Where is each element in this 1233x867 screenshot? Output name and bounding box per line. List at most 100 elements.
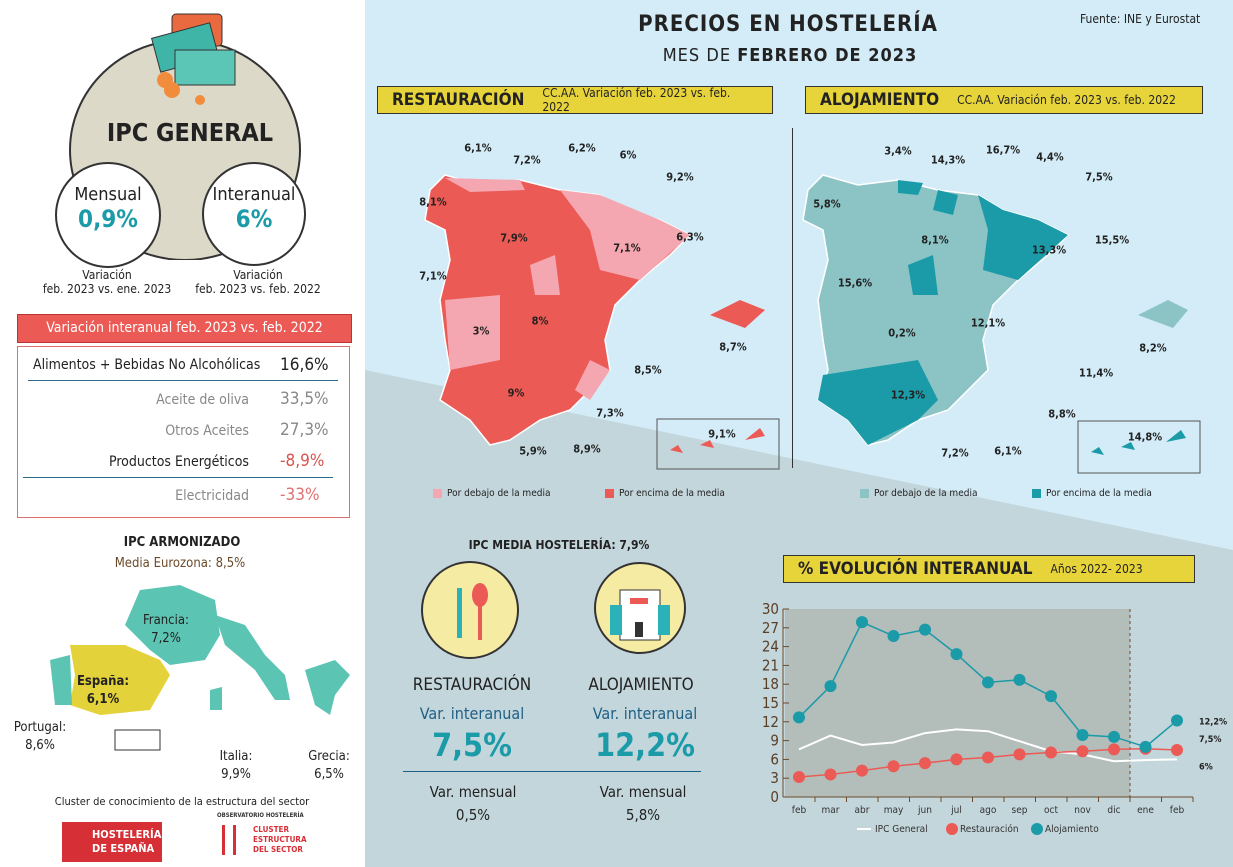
legend-label: Por encima de la media — [619, 488, 725, 499]
x-tick-label: oct — [1044, 805, 1058, 816]
legend-swatch — [1032, 489, 1041, 498]
x-tick-label: jun — [917, 805, 932, 816]
region-value-label: 14,3% — [930, 153, 966, 167]
data-point — [1045, 746, 1057, 759]
x-tick-label: jul — [950, 805, 962, 816]
data-point — [1013, 748, 1026, 761]
row-value: -33% — [280, 485, 320, 505]
spain-maps — [424, 174, 1201, 474]
note-line: feb. 2023 vs. feb. 2022 — [195, 282, 321, 296]
restauracion-mensual-label: Var. mensual — [429, 783, 517, 801]
logo-line: CLUSTER — [253, 825, 289, 834]
legend-swatch — [605, 489, 614, 498]
ipc-hosteleria-title: IPC MEDIA HOSTELERÍA: 7,9% — [468, 538, 650, 552]
cluster-logo: CLUSTER ESTRUCTURA DEL SECTOR — [253, 825, 307, 855]
observatorio-label: OBSERVATORIO HOSTELERÍA — [217, 812, 304, 819]
data-point — [793, 770, 805, 783]
country-name: Italia: — [219, 749, 253, 764]
x-tick-label: feb — [1170, 805, 1185, 816]
x-tick-label: nov — [1074, 805, 1091, 816]
alojamiento-legend-below: Por debajo de la media — [860, 488, 977, 499]
legend-swatch — [433, 489, 442, 498]
legend-label: Por encima de la media — [1046, 488, 1152, 499]
country-value: 8,6% — [25, 738, 55, 753]
region-value-label: 5,8% — [813, 197, 841, 211]
series-end-label: 6% — [1199, 762, 1213, 772]
alojamiento-interanual-value: 12,2% — [595, 726, 695, 764]
alojamiento-title: ALOJAMIENTO — [588, 675, 694, 695]
x-tick-label: may — [884, 805, 904, 816]
data-point — [887, 629, 900, 642]
data-point — [982, 676, 994, 689]
legend-label: Restauración — [960, 823, 1019, 835]
variation-table: Alimentos + Bebidas No Alcohólicas 16,6%… — [17, 346, 350, 518]
mensual-circle: Mensual 0,9% — [55, 162, 161, 268]
mensual-label: Mensual — [74, 184, 142, 205]
region-value-label: 6,1% — [994, 444, 1022, 458]
data-point — [824, 680, 837, 693]
restauracion-legend-below: Por debajo de la media — [433, 488, 550, 499]
region-value-label: 9,1% — [708, 427, 736, 441]
region-value-label: 6% — [619, 148, 637, 162]
region-value-label: 7,3% — [596, 406, 624, 420]
region-value-label: 7,1% — [613, 241, 641, 255]
alojamiento-banner: ALOJAMIENTO CC.AA. Variación feb. 2023 vs… — [805, 86, 1203, 114]
data-point — [950, 753, 963, 766]
y-tick-label: 9 — [770, 732, 779, 750]
y-tick-label: 21 — [762, 656, 779, 674]
x-tick-label: dic — [1107, 805, 1120, 816]
restauracion-interanual-value: 7,5% — [432, 726, 512, 764]
evolucion-banner: % EVOLUCIÓN INTERANUAL Años 2022- 2023 — [783, 555, 1195, 583]
row-value: 33,5% — [280, 389, 329, 409]
cluster-chart-icon — [222, 825, 236, 855]
region-value-label: 6,3% — [676, 230, 704, 244]
restauracion-interanual-label: Var. interanual — [419, 704, 525, 723]
region-value-label: 11,4% — [1078, 366, 1114, 380]
country-name: España: — [76, 674, 130, 689]
data-point — [1171, 714, 1183, 727]
row-label: Productos Energéticos — [108, 454, 249, 470]
country-name: Portugal: — [13, 720, 67, 735]
divider — [403, 771, 701, 772]
row-value: 27,3% — [280, 420, 329, 440]
x-tick-label: feb — [792, 805, 807, 816]
country-espana: España: 6,1% — [77, 673, 129, 709]
region-value-label: 16,7% — [985, 143, 1021, 157]
data-point — [1045, 690, 1057, 703]
note-line: feb. 2023 vs. ene. 2023 — [42, 282, 172, 296]
alojamiento-mensual-label: Var. mensual — [599, 783, 687, 801]
region-value-label: 8,1% — [419, 195, 447, 209]
variation-table-title: Variación interanual feb. 2023 vs. feb. … — [17, 314, 352, 343]
region-value-label: 7,1% — [419, 269, 447, 283]
region-value-label: 7,5% — [1085, 170, 1113, 184]
region-value-label: 0,2% — [888, 326, 916, 340]
chart-subtitle: Años 2022- 2023 — [1050, 562, 1143, 576]
region-value-label: 6,1% — [464, 141, 492, 155]
region-value-label: 3,4% — [884, 144, 912, 158]
subtitle-bold: FEBRERO DE 2023 — [737, 45, 918, 66]
data-point — [1076, 728, 1089, 741]
country-value: 6,5% — [314, 767, 344, 782]
alojamiento-map — [802, 174, 1201, 474]
restauracion-map — [424, 174, 780, 470]
region-value-label: 7,2% — [513, 153, 541, 167]
region-value-label: 12,1% — [970, 316, 1006, 330]
restauracion-mensual-value: 0,5% — [455, 806, 491, 824]
interanual-label: Interanual — [212, 184, 296, 205]
data-point — [793, 711, 805, 724]
hosteleria-espana-logo: HOSTELERÍA DE ESPAÑA — [62, 822, 162, 862]
country-value: 7,2% — [151, 631, 181, 646]
data-point — [856, 616, 868, 629]
y-tick-label: 30 — [762, 600, 779, 618]
divider — [792, 128, 793, 468]
ipc-armonizado-title: IPC ARMONIZADO — [123, 535, 241, 550]
country-name: Grecia: — [308, 749, 350, 764]
alojamiento-mensual-value: 5,8% — [625, 806, 661, 824]
data-point — [1108, 743, 1120, 756]
x-tick-label: sep — [1012, 805, 1028, 816]
interanual-circle: Interanual 6% — [202, 162, 306, 266]
y-tick-label: 3 — [770, 769, 779, 787]
divider — [28, 380, 338, 381]
banner-title: ALOJAMIENTO — [820, 90, 940, 110]
restauracion-banner: RESTAURACIÓN CC.AA. Variación feb. 2023 v… — [377, 86, 773, 114]
